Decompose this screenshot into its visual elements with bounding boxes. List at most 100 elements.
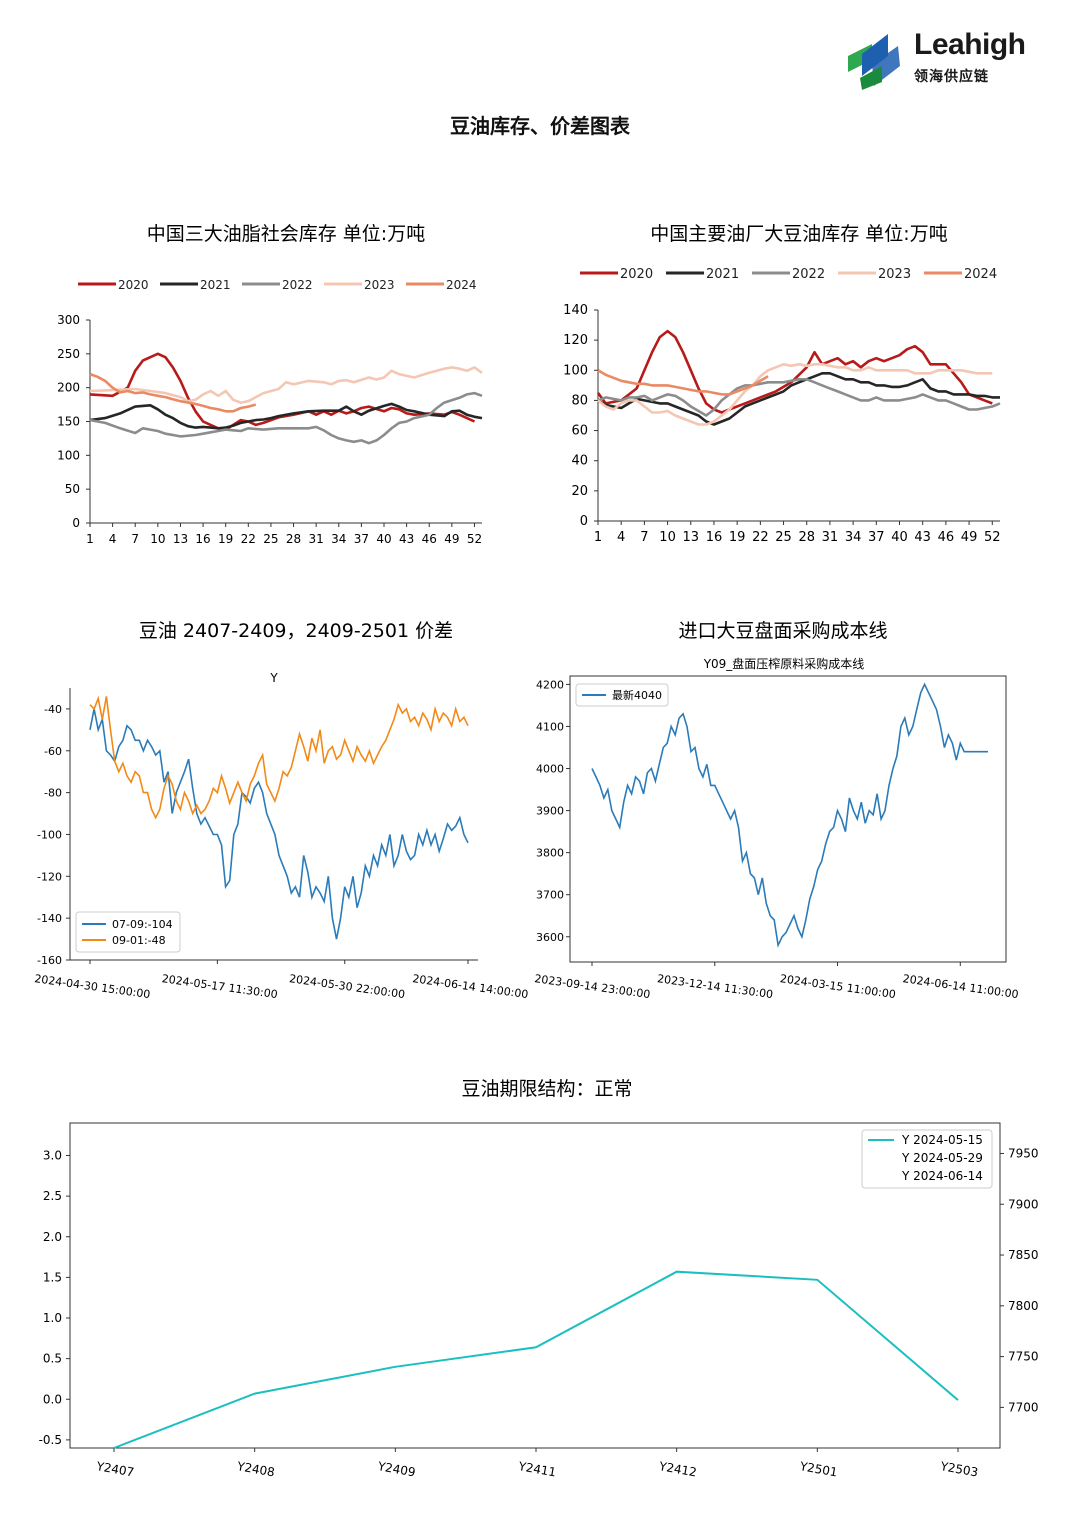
x-tick-label: 52 — [467, 532, 482, 546]
x-tick-label: 7 — [131, 532, 139, 546]
series-2021-line — [89, 402, 483, 430]
y-tick-label: 3900 — [536, 805, 564, 818]
y-tick-label: 60 — [571, 424, 588, 439]
legend-label: 2022 — [792, 267, 825, 282]
legend-label: Y 2024-05-15 — [901, 1133, 983, 1147]
series-2020-line — [89, 352, 476, 431]
y-tick-label: 150 — [57, 415, 80, 429]
logo-name: Leahigh — [914, 28, 1026, 61]
x-tick-label: 25 — [775, 530, 792, 545]
series-2024-line — [89, 372, 257, 413]
plot-frame — [69, 1122, 1001, 1449]
x-tick-label: 37 — [868, 530, 885, 545]
x-tick-label: Y2407 — [94, 1459, 135, 1480]
chart-title: 中国三大油脂社会库存 单位:万吨 — [147, 223, 425, 245]
y-tick-label: 0 — [580, 514, 588, 529]
series-line-blue — [89, 708, 469, 940]
y-tick-label: -80 — [44, 787, 62, 800]
x-tick-label: 13 — [682, 530, 699, 545]
x-tick-label: 1 — [86, 532, 94, 546]
series-2021-line — [597, 372, 1000, 426]
x-tick-label: 34 — [845, 530, 862, 545]
y-tick-label: 3800 — [536, 847, 564, 860]
y-tick-label: 3600 — [536, 931, 564, 944]
y-tick-label: 80 — [571, 393, 588, 408]
legend-label: 最新4040 — [612, 688, 662, 702]
x-tick-label: 25 — [263, 532, 278, 546]
x-tick-label: 40 — [891, 530, 908, 545]
y-tick-label: -60 — [44, 745, 62, 758]
y-left-tick-label: 2.5 — [43, 1189, 62, 1203]
x-tick-label: 28 — [286, 532, 301, 546]
series-line-orange — [89, 695, 469, 820]
y-right-tick-label: 7900 — [1008, 1197, 1039, 1211]
chart-title: 豆油期限结构：正常 — [461, 1078, 632, 1100]
y-tick-label: 250 — [57, 347, 80, 361]
x-tick-label: 43 — [914, 530, 931, 545]
logo-mark-icon — [848, 34, 900, 90]
y-right-tick-label: 7750 — [1008, 1350, 1039, 1364]
y-tick-label: 4000 — [536, 763, 564, 776]
y-left-tick-label: 3.0 — [43, 1149, 62, 1163]
legend-label: 09-01:-48 — [112, 934, 166, 947]
x-tick-label: 16 — [195, 532, 210, 546]
x-tick-label: 19 — [218, 532, 233, 546]
y-tick-label: 100 — [57, 448, 80, 462]
chart-title: 进口大豆盘面采购成本线 — [678, 620, 887, 642]
y-left-tick-label: -0.5 — [39, 1433, 62, 1447]
series-2023-line — [89, 366, 483, 404]
x-tick-label: 2024-04-30 15:00:00 — [34, 972, 152, 1001]
y-right-tick-label: 7950 — [1008, 1146, 1039, 1160]
x-tick-label: 19 — [729, 530, 746, 545]
x-tick-label: 16 — [706, 530, 723, 545]
x-tick-label: 2024-06-14 14:00:00 — [412, 972, 530, 1001]
y-left-tick-label: 0.0 — [43, 1392, 62, 1406]
x-tick-label: 1 — [594, 530, 602, 545]
legend-label: 2024 — [964, 267, 997, 282]
x-tick-label: 37 — [354, 532, 369, 546]
x-tick-label: 49 — [961, 530, 978, 545]
y-right-tick-label: 7800 — [1008, 1299, 1039, 1313]
y-tick-label: 3700 — [536, 889, 564, 902]
y-tick-label: 50 — [65, 482, 80, 496]
chart-subtitle: Y — [269, 671, 278, 685]
x-tick-label: 2024-05-30 22:00:00 — [288, 972, 406, 1001]
x-tick-label: 2024-03-15 11:00:00 — [779, 972, 897, 1001]
legend-label: 2022 — [282, 278, 313, 292]
legend-box — [75, 911, 181, 953]
cost-line — [591, 682, 988, 948]
x-tick-label: 31 — [822, 530, 839, 545]
x-tick-label: 34 — [331, 532, 346, 546]
y-tick-label: -140 — [37, 912, 62, 925]
legend-label: 2023 — [364, 278, 395, 292]
social-inventory-chart: 中国三大油脂社会库存 单位:万吨 2020 2021 2022 2023 2024 0 50 1… — [57, 223, 483, 546]
x-tick-label: Y2411 — [516, 1459, 557, 1480]
page-title: 豆油库存、价差图表 — [450, 114, 630, 138]
legend-box — [575, 683, 669, 707]
x-tick-label: Y2501 — [798, 1459, 839, 1480]
x-tick-label: 2024-06-14 11:00:00 — [902, 972, 1020, 1001]
x-tick-label: Y2412 — [657, 1459, 698, 1480]
y-tick-label: 100 — [563, 363, 588, 378]
x-tick-label: 22 — [241, 532, 256, 546]
x-tick-label: 4 — [617, 530, 625, 545]
logo-subtitle: 领海供应链 — [914, 69, 989, 85]
y-tick-label: 0 — [72, 516, 80, 530]
legend-box — [861, 1129, 993, 1189]
legend-label: 2021 — [706, 267, 739, 282]
y-tick-label: 40 — [571, 454, 588, 469]
series-2022-line — [597, 378, 1001, 417]
legend-label: 2021 — [200, 278, 231, 292]
x-tick-label: 49 — [444, 532, 459, 546]
chart-subtitle: Y09_盘面压榨原料采购成本线 — [703, 656, 865, 671]
y-tick-label: 4200 — [536, 678, 564, 691]
y-right-tick-label: 7700 — [1008, 1400, 1039, 1414]
plot-frame — [569, 675, 1007, 963]
term-series-line — [113, 1270, 959, 1449]
y-tick-label: 20 — [571, 484, 588, 499]
x-tick-label: Y2408 — [235, 1459, 276, 1480]
y-tick-label: 300 — [57, 313, 80, 327]
y-right-tick-label: 7850 — [1008, 1248, 1039, 1262]
x-tick-label: 52 — [984, 530, 1001, 545]
